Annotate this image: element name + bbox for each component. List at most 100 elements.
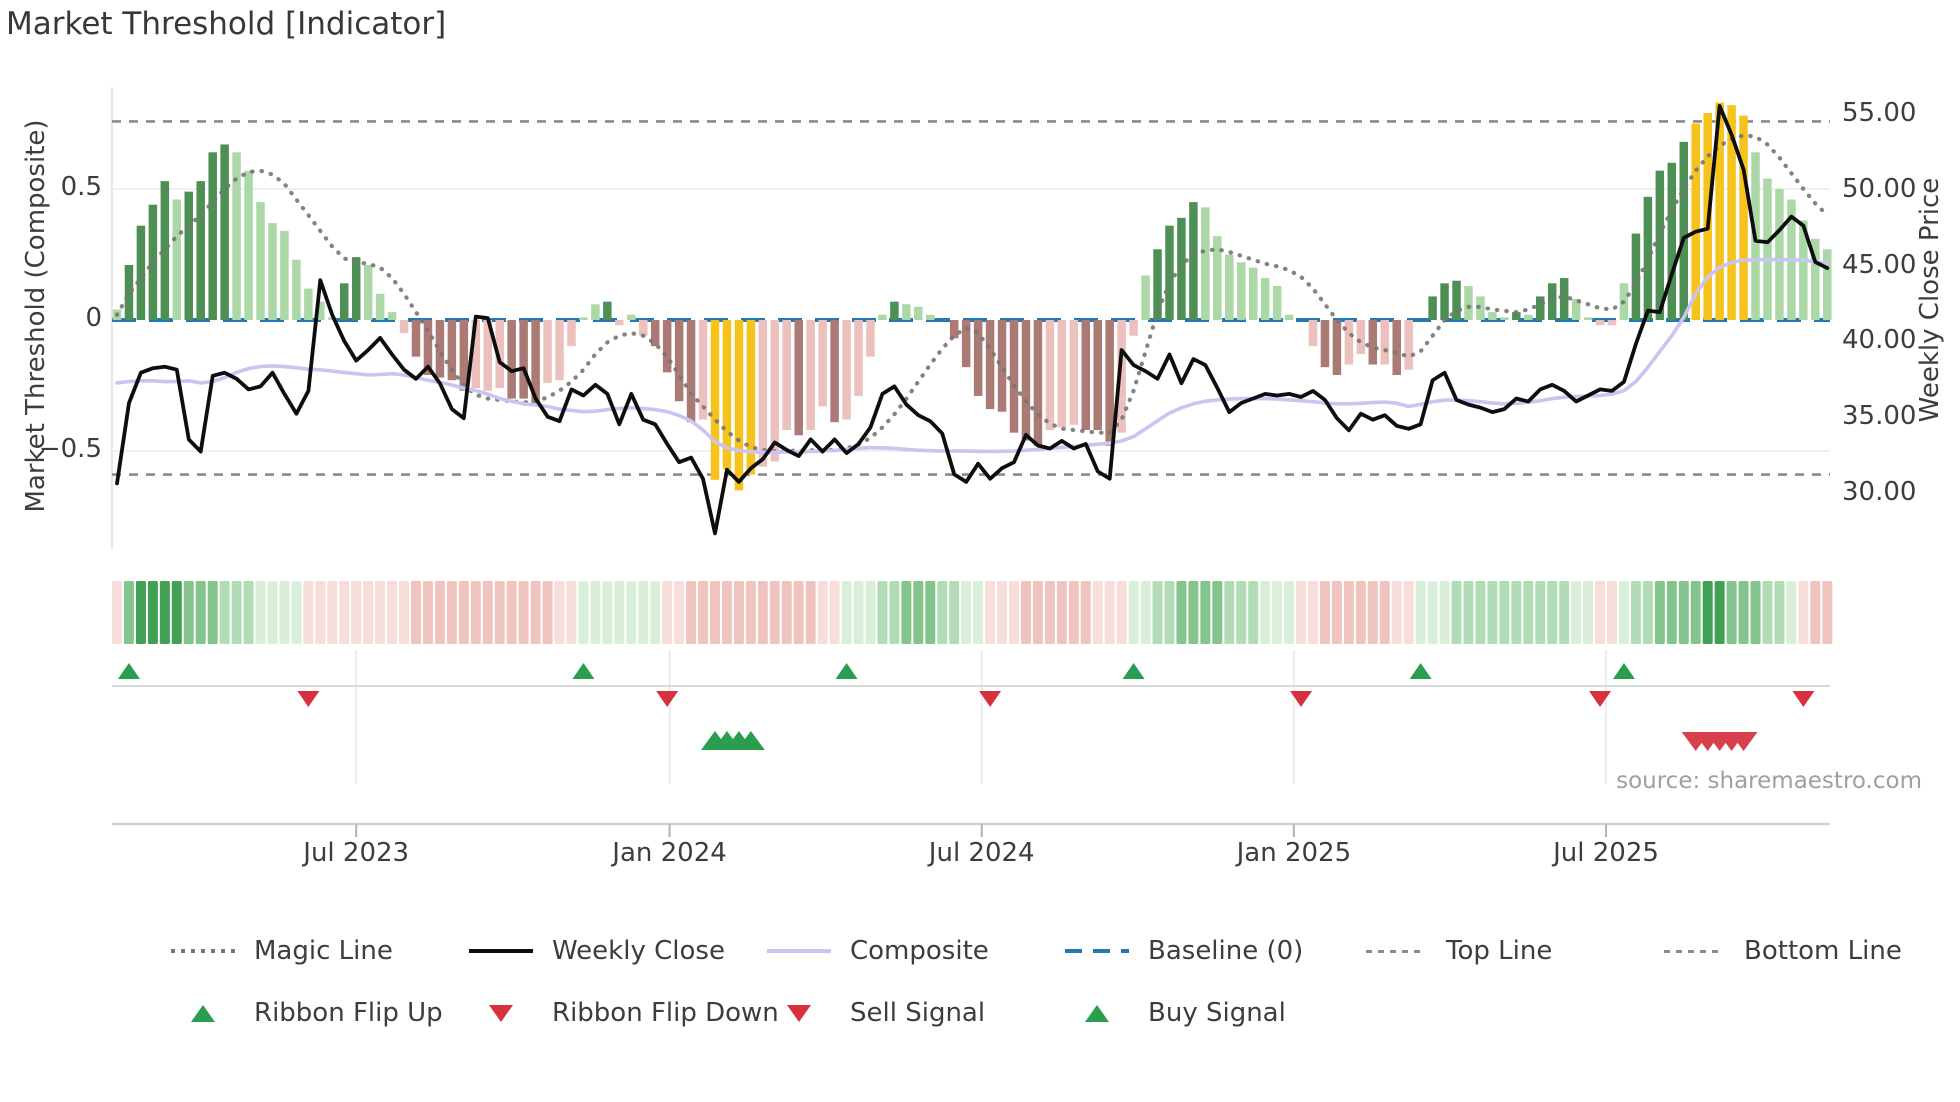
composite-bar <box>304 288 313 320</box>
ribbon-cell <box>1116 581 1127 644</box>
x-axis-tick-label: Jul 2025 <box>1553 838 1659 868</box>
ribbon-flip-up-icon <box>1409 663 1432 679</box>
composite-bar <box>495 320 504 389</box>
ribbon-cell <box>506 581 517 644</box>
ribbon-cell <box>1056 581 1067 644</box>
ribbon-cell <box>458 581 469 644</box>
composite-bar <box>1512 312 1521 320</box>
x-axis-tick-label: Jul 2024 <box>928 838 1035 868</box>
composite-bar <box>1081 320 1091 431</box>
y-axis-tick-right: 55.00 <box>1842 98 1917 128</box>
ribbon-cell <box>1140 581 1151 644</box>
legend-label: Ribbon Flip Up <box>254 998 443 1028</box>
ribbon-cell <box>279 581 290 644</box>
ribbon-cell <box>1248 581 1259 644</box>
ribbon-cell <box>183 581 194 644</box>
composite-bar <box>770 320 780 462</box>
composite-bar <box>375 293 385 320</box>
composite-bar <box>698 320 708 420</box>
y-axis-tick-right: 50.00 <box>1842 173 1917 204</box>
composite-bar <box>1368 320 1378 365</box>
composite-bar <box>961 320 971 368</box>
ribbon-cell <box>1559 581 1570 644</box>
y-axis-tick-left: 0.5 <box>60 172 102 202</box>
composite-bar <box>136 225 146 320</box>
sell-signal-icon <box>766 1004 832 1022</box>
composite-bar <box>890 301 899 320</box>
ribbon-cell <box>195 581 206 644</box>
ribbon-cell <box>219 581 230 644</box>
ribbon-cell <box>1128 581 1139 644</box>
composite-bar <box>1547 283 1557 320</box>
ribbon-cell <box>901 581 912 644</box>
composite-bar <box>399 320 409 334</box>
ribbon-cell <box>1535 581 1546 644</box>
composite-bar <box>1631 233 1641 320</box>
weekly-close-swatch <box>468 949 534 953</box>
composite-bar <box>1464 285 1473 320</box>
magic-line-swatch <box>170 949 236 953</box>
legend-item-buy-signal: Buy Signal <box>1064 991 1286 1035</box>
ribbon-cell <box>1319 581 1330 644</box>
legend-label: Top Line <box>1446 936 1553 966</box>
ribbon-flip-down-icon <box>1589 691 1612 707</box>
ribbon-cell <box>1750 581 1761 644</box>
composite-bar <box>638 320 648 336</box>
ribbon-cell <box>1188 581 1199 644</box>
composite-bar <box>1057 320 1067 428</box>
ribbon-cell <box>1296 581 1307 644</box>
composite-bar <box>854 320 863 396</box>
composite-bar <box>1117 320 1126 433</box>
ribbon-flip-up-icon <box>1122 663 1145 679</box>
composite-bar <box>1571 299 1581 320</box>
composite-swatch <box>766 949 832 953</box>
ribbon-cell <box>1714 581 1725 644</box>
composite-bar <box>1189 202 1198 320</box>
composite-bar <box>674 320 684 402</box>
buy-signal-icon <box>1064 1004 1130 1022</box>
ribbon-cell <box>434 581 445 644</box>
ribbon-cell <box>1415 581 1426 644</box>
ribbon-cell <box>375 581 386 644</box>
ribbon-strip <box>112 581 1833 644</box>
composite-bar <box>603 301 612 320</box>
composite-bar <box>1093 320 1102 431</box>
ribbon-cell <box>733 581 744 644</box>
composite-bar <box>1344 320 1354 365</box>
ribbon-cell <box>482 581 493 644</box>
ribbon-cell <box>1272 581 1283 644</box>
composite-bar <box>268 223 277 320</box>
ribbon-cell <box>1762 581 1773 644</box>
ribbon-flip-up-icon <box>835 663 858 679</box>
ribbon-cell <box>422 581 433 644</box>
ribbon-cell <box>315 581 326 644</box>
ribbon-cell <box>1523 581 1534 644</box>
ribbon-cell <box>1618 581 1629 644</box>
composite-bar <box>1272 285 1282 320</box>
composite-bar <box>507 320 516 399</box>
legend-item-top-line: Top Line <box>1362 929 1552 973</box>
ribbon-cell <box>1020 581 1031 644</box>
ribbon-cell <box>650 581 661 644</box>
ribbon-cell <box>925 581 936 644</box>
ribbon-cell <box>1630 581 1641 644</box>
legend-item-weekly-close: Weekly Close <box>468 929 725 973</box>
composite-bar <box>1069 320 1079 425</box>
ribbon-cell <box>399 581 410 644</box>
legend-label: Bottom Line <box>1744 936 1902 966</box>
ribbon-cell <box>159 581 170 644</box>
ribbon-cell <box>1032 581 1043 644</box>
ribbon-cell <box>1236 581 1247 644</box>
ribbon-cell <box>147 581 158 644</box>
composite-bar <box>1428 296 1437 320</box>
ribbon-cell <box>255 581 266 644</box>
composite-bar <box>1165 225 1174 320</box>
composite-bar <box>292 259 301 320</box>
ribbon-cell <box>698 581 709 644</box>
composite-bar <box>1500 317 1509 320</box>
composite-bar <box>1643 196 1653 320</box>
ribbon-cell <box>470 581 481 644</box>
composite-bar <box>686 320 696 423</box>
ribbon-cell <box>566 581 577 644</box>
